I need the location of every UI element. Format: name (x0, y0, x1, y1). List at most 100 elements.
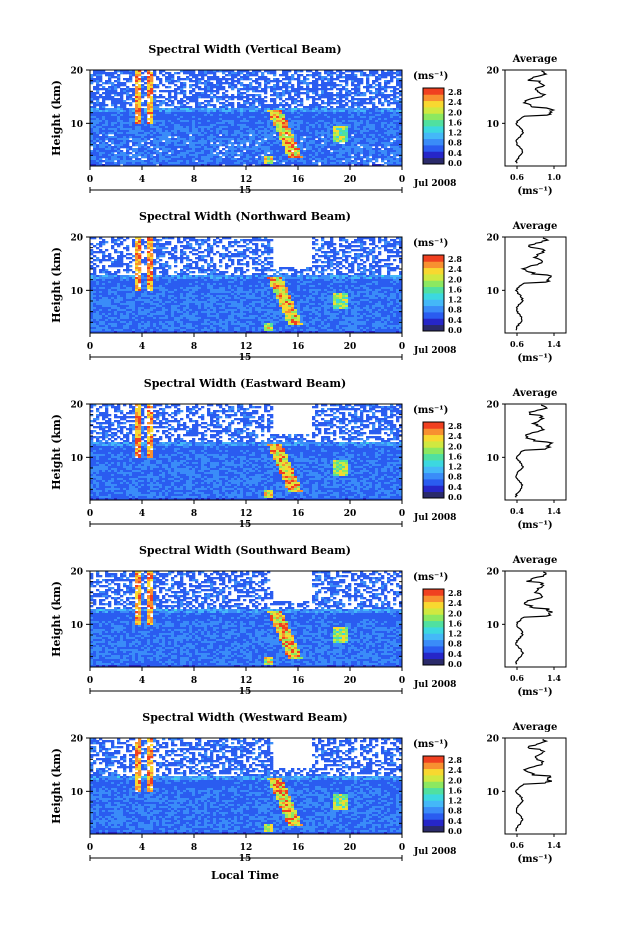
heatmap-cell (258, 76, 261, 78)
heatmap-cell (300, 122, 303, 124)
heatmap-cell (228, 72, 231, 74)
heatmap-cell (141, 126, 144, 128)
heatmap-cell (99, 245, 102, 247)
heatmap-cell (336, 263, 339, 265)
heatmap-cell (129, 122, 132, 124)
heatmap-cell (153, 144, 156, 146)
heatmap-cell (348, 136, 351, 138)
heatmap-cell (345, 160, 348, 162)
heatmap-cell (159, 142, 162, 144)
heatmap-cell (303, 78, 306, 80)
heatmap-cell (324, 146, 327, 148)
heatmap-cell (390, 80, 393, 82)
heatmap-cell (384, 152, 387, 154)
heatmap-cell (120, 134, 123, 136)
heatmap-cell (318, 108, 321, 110)
heatmap-cell (249, 144, 252, 146)
heatmap-cell (111, 156, 114, 158)
heatmap-cell (180, 136, 183, 138)
heatmap-cell (102, 98, 105, 100)
heatmap-cell (348, 122, 351, 124)
heatmap-cell (93, 148, 96, 150)
heatmap-cell (324, 110, 327, 112)
heatmap-cell (207, 78, 210, 80)
heatmap-cell (312, 152, 315, 154)
heatmap-cell (213, 90, 216, 92)
heatmap-cell (381, 94, 384, 96)
heatmap-cell (192, 114, 195, 116)
heatmap-cell (276, 104, 279, 106)
heatmap-cell (381, 96, 384, 98)
heatmap-cell (144, 76, 147, 78)
heatmap-cell (297, 92, 300, 94)
heatmap-cell (294, 152, 297, 154)
heatmap-cell (198, 142, 201, 144)
heatmap-cell (390, 116, 393, 118)
heatmap-cell (258, 122, 261, 124)
heatmap-cell (195, 80, 198, 82)
heatmap-cell (138, 154, 141, 156)
heatmap-cell (141, 162, 144, 164)
heatmap-cell (111, 98, 114, 100)
heatmap-cell (204, 122, 207, 124)
heatmap-cell (264, 106, 267, 108)
heatmap-cell (222, 162, 225, 164)
heatmap-cell (201, 94, 204, 96)
heatmap-cell (366, 251, 369, 253)
heatmap-cell (219, 255, 222, 257)
heatmap-cell (150, 82, 153, 84)
heatmap-cell (153, 134, 156, 136)
heatmap-cell (333, 150, 336, 152)
heatmap-cell (243, 102, 246, 104)
panel-title: Spectral Width (Vertical Beam) (148, 43, 341, 56)
heatmap-cell (159, 96, 162, 98)
heatmap-cell (258, 104, 261, 106)
heatmap-cell (129, 118, 132, 120)
heatmap-cell (135, 261, 138, 263)
heatmap-cell (306, 128, 309, 130)
heatmap-cell (255, 251, 258, 253)
heatmap-cell (360, 80, 363, 82)
heatmap-cell (105, 144, 108, 146)
heatmap-cell (246, 118, 249, 120)
heatmap-cell (180, 162, 183, 164)
heatmap-cell (231, 162, 234, 164)
heatmap-cell (96, 146, 99, 148)
heatmap-cell (369, 120, 372, 122)
heatmap-cell (198, 154, 201, 156)
heatmap-cell (339, 76, 342, 78)
heatmap-cell (189, 144, 192, 146)
heatmap-cell (141, 130, 144, 132)
heatmap-cell (363, 132, 366, 134)
heatmap-cell (96, 86, 99, 88)
heatmap-cell (231, 120, 234, 122)
heatmap-cell (204, 86, 207, 88)
heatmap-cell (174, 98, 177, 100)
heatmap-cell (150, 142, 153, 144)
heatmap-cell (339, 257, 342, 259)
heatmap-cell (198, 160, 201, 162)
heatmap-cell (306, 126, 309, 128)
heatmap-cell (141, 138, 144, 140)
heatmap-cell (162, 124, 165, 126)
heatmap-cell (336, 84, 339, 86)
heatmap-cell (324, 120, 327, 122)
heatmap-cell (153, 259, 156, 261)
heatmap-cell (204, 128, 207, 130)
heatmap-cell (126, 138, 129, 140)
heatmap-cell (291, 132, 294, 134)
heatmap-cell (135, 82, 138, 84)
heatmap-cell (138, 124, 141, 126)
heatmap-cell (150, 255, 153, 257)
heatmap-cell (168, 94, 171, 96)
heatmap-cell (216, 98, 219, 100)
heatmap-cell (174, 261, 177, 263)
heatmap-cell (285, 92, 288, 94)
heatmap-cell (372, 74, 375, 76)
heatmap-cell (195, 116, 198, 118)
heatmap-cell (267, 82, 270, 84)
heatmap-cell (234, 80, 237, 82)
heatmap-cell (219, 130, 222, 132)
heatmap-cell (339, 94, 342, 96)
heatmap-cell (249, 247, 252, 249)
